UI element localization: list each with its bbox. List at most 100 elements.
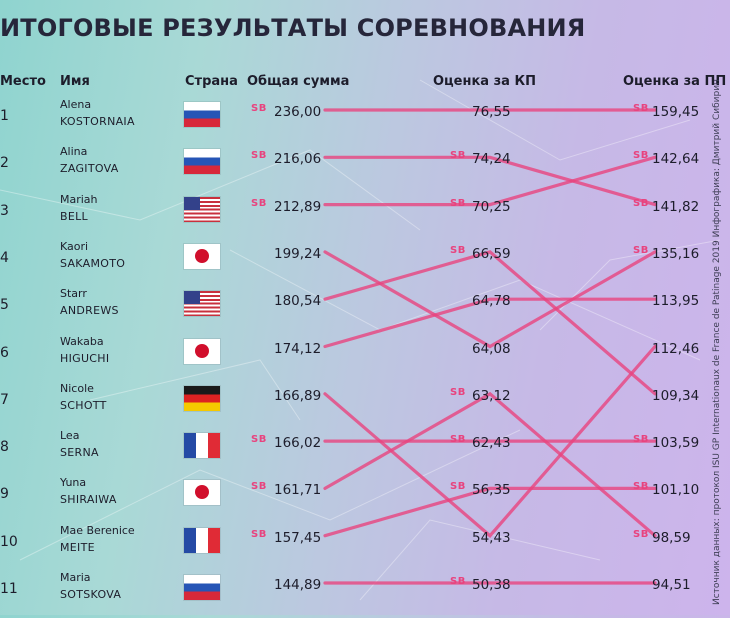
first-name: Wakaba: [60, 334, 104, 348]
short-program-score: 56,35: [472, 482, 511, 499]
table-row: 3 Mariah BELL SB 212,89 SB 70,25 SB 141,82: [0, 193, 700, 240]
last-name: SAKAMOTO: [60, 256, 126, 270]
japan-flag: [184, 480, 220, 506]
last-name: SOTSKOVA: [60, 588, 122, 601]
free-program-score: 103,59: [652, 435, 700, 452]
last-name: HIGUCHI: [60, 351, 110, 365]
france-flag: [184, 433, 220, 459]
table-row: 2 Alina ZAGITOVA SB 216,06 SB 74,24 SB 142,64: [0, 145, 700, 192]
table-row: 8 Lea SERNA SB 166,02 SB 62,43 SB 103,59: [0, 429, 700, 476]
russia-flag: [184, 102, 220, 127]
place-number: 10: [0, 533, 18, 550]
place-number: 2: [0, 155, 9, 172]
short-program-score: 64,78: [472, 293, 511, 310]
total-score: 157,45: [274, 529, 322, 546]
last-name: SCHOTT: [60, 398, 107, 412]
total-score: 166,89: [274, 387, 322, 404]
first-name: Yuna: [60, 476, 87, 490]
place-number: 5: [0, 297, 9, 314]
season-best-badge: SB: [450, 244, 466, 256]
place-number: 8: [0, 439, 9, 456]
short-program-score: 50,38: [472, 577, 511, 593]
free-program-score: 142,64: [652, 151, 700, 168]
last-name: MEITE: [60, 540, 95, 554]
place-number: 3: [0, 202, 9, 219]
header-country: Страна: [185, 74, 238, 89]
season-best-badge: SB: [633, 434, 649, 446]
germany-flag: [184, 385, 220, 411]
season-best-badge: SB: [450, 434, 466, 446]
season-best-badge: SB: [633, 481, 649, 493]
season-best-badge: SB: [633, 150, 649, 162]
russia-flag: [184, 575, 220, 600]
season-best-badge: SB: [450, 197, 466, 209]
total-score: 212,89: [274, 198, 322, 215]
free-program-score: 112,46: [652, 340, 700, 357]
source-credit: Источник данных: протокол ISU GP Interna…: [712, 79, 722, 605]
usa-flag: [184, 196, 220, 222]
short-program-score: 62,43: [472, 435, 511, 452]
usa-flag: [184, 291, 220, 317]
total-score: 216,06: [274, 151, 322, 168]
first-name: Starr: [60, 287, 87, 301]
season-best-badge: SB: [251, 434, 267, 446]
header-place: Место: [0, 74, 46, 89]
first-name: Kaori: [60, 239, 89, 253]
season-best-badge: SB: [450, 150, 466, 162]
header-name: Имя: [60, 74, 90, 89]
season-best-badge: SB: [450, 576, 466, 587]
free-program-score: 113,95: [652, 293, 700, 310]
season-best-badge: SB: [251, 197, 267, 209]
last-name: ANDREWS: [60, 304, 119, 318]
season-best-badge: SB: [633, 244, 649, 256]
header-short-program: Оценка за КП: [433, 74, 536, 89]
japan-flag: [184, 243, 220, 269]
short-program-score: 74,24: [472, 151, 511, 168]
place-number: 1: [0, 108, 9, 124]
header-total: Общая сумма: [247, 74, 350, 89]
season-best-badge: SB: [633, 528, 649, 540]
table-row: 11 Maria SOTSKOVA 144,89 SB 50,38 94,51: [0, 571, 700, 618]
place-number: 6: [0, 344, 9, 361]
table-row: 5 Starr ANDREWS 180,54 64,78 113,95: [0, 287, 700, 334]
russia-flag: [184, 149, 220, 175]
last-name: KOSTORNAIA: [60, 115, 135, 128]
free-program-score: 141,82: [652, 198, 700, 215]
short-program-score: 63,12: [472, 387, 511, 404]
season-best-badge: SB: [251, 150, 267, 162]
table-row: 9 Yuna SHIRAIWA SB 161,71 SB 56,35 SB 101,10: [0, 476, 700, 523]
short-program-score: 66,59: [472, 245, 511, 262]
season-best-badge: SB: [633, 103, 649, 114]
season-best-badge: SB: [251, 103, 267, 114]
place-number: 11: [0, 581, 18, 597]
first-name: Mariah: [60, 192, 98, 206]
table-row: 1 Alena KOSTORNAIA SB 236,00 76,55 SB 159,45: [0, 98, 700, 145]
first-name: Nicole: [60, 381, 94, 395]
total-score: 180,54: [274, 293, 322, 310]
short-program-score: 64,08: [472, 340, 511, 357]
header-free-program: Оценка за ПП: [623, 74, 727, 89]
place-number: 7: [0, 391, 9, 408]
total-score: 199,24: [274, 245, 322, 262]
table-row: 4 Kaori SAKAMOTO 199,24 SB 66,59 SB 135,16: [0, 240, 700, 287]
first-name: Alina: [60, 145, 88, 159]
first-name: Lea: [60, 429, 80, 443]
short-program-score: 54,43: [472, 529, 511, 546]
season-best-badge: SB: [450, 386, 466, 398]
table-row: 6 Wakaba HIGUCHI 174,12 64,08 112,46: [0, 335, 700, 382]
place-number: 4: [0, 249, 9, 266]
total-score: 174,12: [274, 340, 322, 357]
table-row: 10 Mae Berenice MEITE SB 157,45 54,43 SB 98,59: [0, 524, 700, 571]
free-program-score: 135,16: [652, 245, 700, 262]
free-program-score: 94,51: [652, 577, 691, 593]
free-program-score: 101,10: [652, 482, 700, 499]
free-program-score: 109,34: [652, 387, 700, 404]
last-name: SHIRAIWA: [60, 493, 117, 507]
total-score: 236,00: [274, 104, 322, 120]
total-score: 144,89: [274, 577, 322, 593]
japan-flag: [184, 338, 220, 364]
last-name: SERNA: [60, 446, 99, 460]
last-name: BELL: [60, 209, 88, 223]
free-program-score: 98,59: [652, 529, 691, 546]
season-best-badge: SB: [251, 528, 267, 540]
